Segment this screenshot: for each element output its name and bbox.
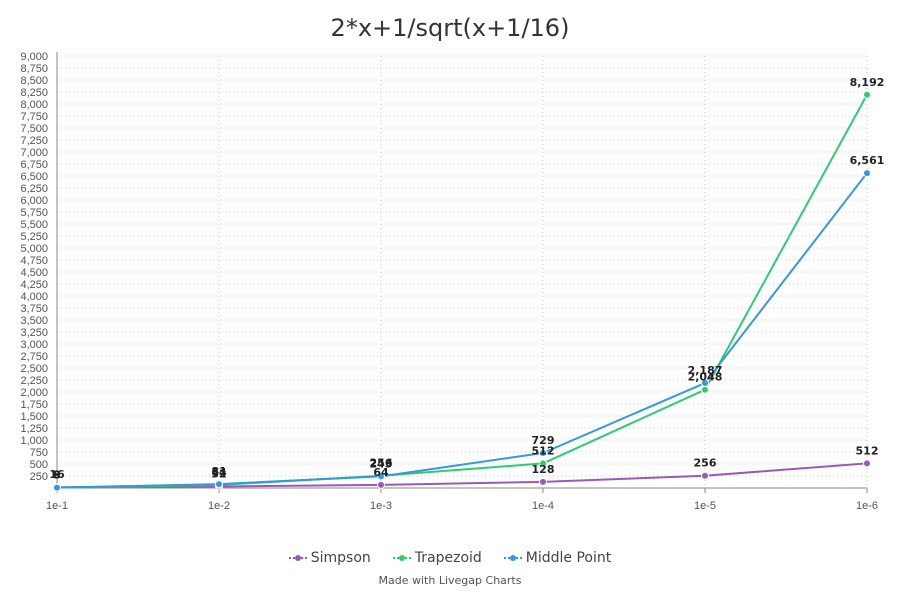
data-point-middle-point[interactable] [539,449,547,458]
y-tick-label: 2,750 [20,351,48,363]
y-tick-label: 8,750 [20,63,48,75]
data-label-simpson: 512 [856,444,879,457]
data-label-simpson: 128 [532,463,555,476]
legend-item-simpson[interactable]: Simpson [288,550,371,566]
y-tick-label: 250 [30,471,48,483]
data-point-middle-point[interactable] [863,169,871,178]
y-tick-label: 2,250 [20,375,48,387]
y-tick-label: 5,750 [20,207,48,219]
y-axis-ticks: 2505007501,0001,2501,5001,7502,0002,2502… [20,51,48,483]
y-tick-label: 1,000 [20,435,48,447]
data-point-simpson[interactable] [377,480,385,489]
legend-label-trapezoid: Trapezoid [414,550,482,566]
data-point-simpson[interactable] [863,459,871,468]
y-tick-label: 5,500 [20,219,48,231]
data-point-middle-point[interactable] [53,483,61,492]
y-tick-label: 5,000 [20,243,48,255]
y-tick-label: 6,250 [20,183,48,195]
credit-text: Made with Livegap Charts [378,574,522,587]
legend-item-trapezoid[interactable]: Trapezoid [392,550,482,566]
y-tick-label: 8,250 [20,87,48,99]
data-label-middle-point: 6,561 [850,154,885,167]
data-point-trapezoid[interactable] [863,90,871,99]
data-label-trapezoid: 2,048 [688,371,723,384]
x-axis-ticks: 1e-1 1e-2 1e-3 1e-4 1e-5 1e-6 [46,500,878,512]
y-tick-label: 2,500 [20,363,48,375]
y-tick-label: 4,500 [20,267,48,279]
data-point-simpson[interactable] [701,471,709,480]
legend: Simpson Trapezoid Middle Point [0,550,900,566]
data-label-middle-point: 9 [53,469,61,482]
data-point-trapezoid[interactable] [701,385,709,394]
data-point-middle-point[interactable] [377,472,385,481]
data-label-middle-point: 243 [370,457,393,470]
y-tick-label: 4,000 [20,291,48,303]
legend-label-middle-point: Middle Point [525,550,612,566]
x-tick-label: 1e-6 [856,500,878,512]
series-line-simpson [56,462,868,489]
x-tick-label: 1e-5 [694,500,716,512]
y-tick-label: 1,500 [20,411,48,423]
y-tick-label: 6,000 [20,195,48,207]
data-point-middle-point[interactable] [701,379,709,388]
x-tick-label: 1e-1 [46,500,68,512]
data-point-trapezoid[interactable] [539,459,547,468]
y-tick-label: 3,250 [20,327,48,339]
legend-label-simpson: Simpson [310,550,371,566]
data-label-middle-point: 2,187 [688,364,723,377]
y-tick-label: 5,250 [20,231,48,243]
data-label-trapezoid: 64 [211,466,227,479]
grid-lines [56,55,868,488]
data-label-trapezoid: 8,192 [850,76,885,89]
data-label-middle-point: 729 [532,434,555,447]
y-tick-label: 7,250 [20,135,48,147]
data-label-simpson: 32 [211,467,226,480]
legend-item-middle-point[interactable]: Middle Point [503,550,612,566]
x-tick-label: 1e-2 [208,500,230,512]
x-tick-label: 1e-3 [370,500,392,512]
y-tick-label: 2,000 [20,387,48,399]
y-tick-label: 6,500 [20,171,48,183]
data-label-middle-point: 81 [211,465,226,478]
legend-marker-trapezoid [392,553,411,563]
y-tick-label: 3,750 [20,303,48,315]
y-tick-label: 7,000 [20,147,48,159]
y-tick-label: 6,750 [20,159,48,171]
series-line-trapezoid [56,94,868,489]
series-line-middle-point [56,172,868,489]
legend-marker-middle-point [503,553,522,563]
data-label-trapezoid: 256 [370,457,393,470]
y-tick-label: 8,000 [20,99,48,111]
y-tick-label: 1,250 [20,423,48,435]
y-tick-label: 1,750 [20,399,48,411]
y-tick-label: 3,000 [20,339,48,351]
legend-marker-simpson [288,553,307,563]
y-tick-label: 7,750 [20,111,48,123]
y-tick-label: 750 [30,447,48,459]
data-point-middle-point[interactable] [215,480,223,489]
y-tick-label: 4,750 [20,255,48,267]
x-tick-label: 1e-4 [532,500,554,512]
data-label-trapezoid: 512 [532,444,555,457]
y-tick-label: 3,500 [20,315,48,327]
y-tick-label: 9,000 [20,51,48,63]
data-point-simpson[interactable] [539,477,547,486]
series-group [53,90,871,492]
data-label-simpson: 256 [694,457,717,470]
data-label-simpson: 16 [49,468,65,481]
y-tick-label: 7,500 [20,123,48,135]
chart-title: 2*x+1/sqrt(x+1/16) [331,14,570,42]
y-tick-label: 4,250 [20,279,48,291]
y-tick-label: 8,500 [20,75,48,87]
data-label-simpson: 64 [373,466,389,479]
data-label-trapezoid: 8 [53,469,61,482]
y-tick-label: 500 [30,459,48,471]
